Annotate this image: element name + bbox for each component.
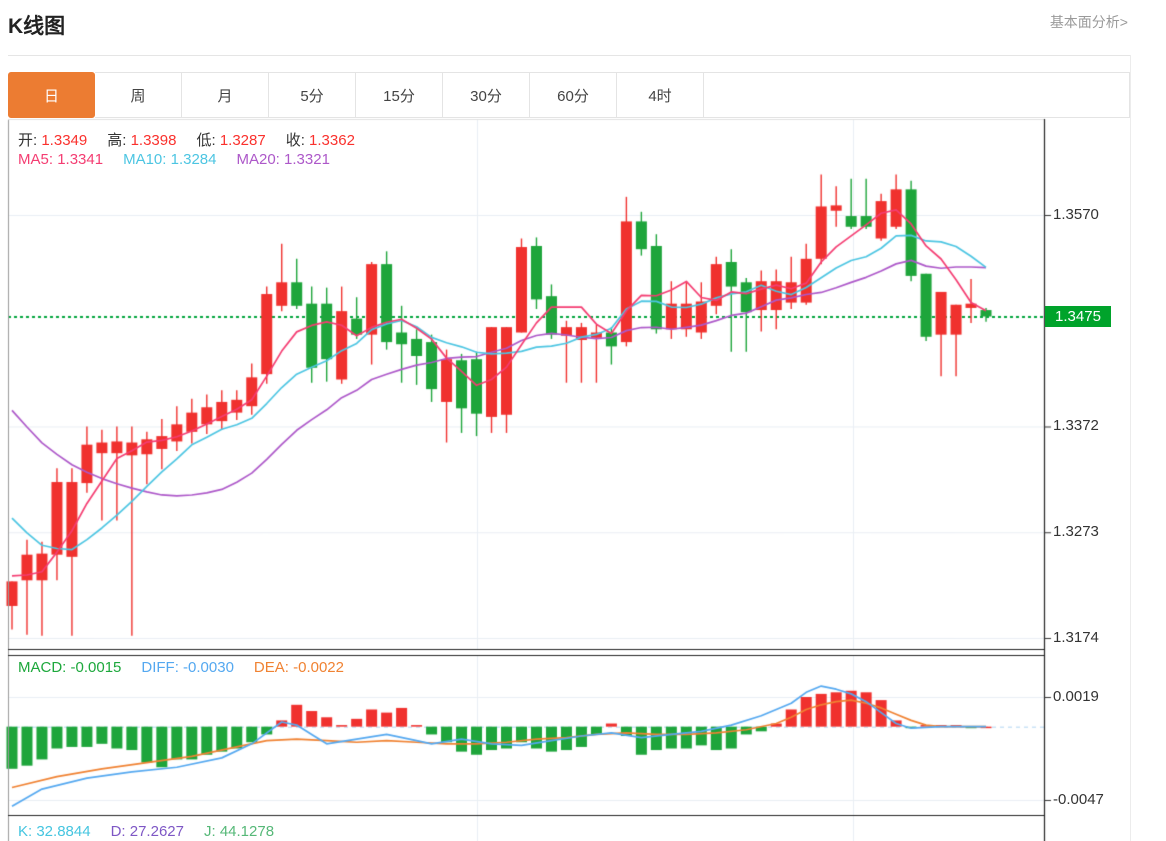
tabbar-filler xyxy=(704,72,1130,118)
tab-4时[interactable]: 4时 xyxy=(617,72,704,118)
macd-tick--0.0047: -0.0047 xyxy=(1053,790,1104,808)
ma-legend: MA5: 1.3341 MA10: 1.3284 MA20: 1.3321 xyxy=(18,151,350,168)
tab-15分[interactable]: 15分 xyxy=(356,72,443,118)
price-tick-1.3372: 1.3372 xyxy=(1053,417,1099,435)
tab-30分[interactable]: 30分 xyxy=(443,72,530,118)
fundamental-analysis-link[interactable]: 基本面分析> xyxy=(1049,14,1128,30)
legend-item: MA20: 1.3321 xyxy=(236,151,330,168)
price-tick-1.3273: 1.3273 xyxy=(1053,523,1099,541)
tab-周[interactable]: 周 xyxy=(95,72,182,118)
legend-item: DIFF: -0.0030 xyxy=(141,659,234,676)
tab-月[interactable]: 月 xyxy=(182,72,269,118)
legend-item: J: 44.1278 xyxy=(203,823,275,840)
tab-5分[interactable]: 5分 xyxy=(269,72,356,118)
legend-item: DEA: -0.0022 xyxy=(253,659,344,676)
page-title: K线图 xyxy=(8,15,66,38)
interval-tabbar: 日周月 5分 15分 30分 60分 4时 xyxy=(8,72,704,118)
legend-item: MACD: -0.0015 xyxy=(18,659,122,676)
legend-item: MA10: 1.3284 xyxy=(123,151,217,168)
legend-item: MA5: 1.3341 xyxy=(18,151,104,168)
kdj-legend: K: 32.8844 D: 27.2627 J: 44.1278 xyxy=(18,823,294,840)
right-column-rule xyxy=(1130,55,1131,841)
legend-item: D: 27.2627 xyxy=(110,823,184,840)
title-divider xyxy=(8,55,1130,56)
tab-60分[interactable]: 60分 xyxy=(530,72,617,118)
macd-legend: MACD: -0.0015 DIFF: -0.0030 DEA: -0.0022 xyxy=(18,659,364,676)
last-price-tag: 1.3475 xyxy=(1045,305,1111,327)
macd-tick-0.0019: 0.0019 xyxy=(1053,688,1099,705)
price-tick-1.3174: 1.3174 xyxy=(1053,628,1099,646)
tab-日[interactable]: 日 xyxy=(8,72,95,118)
legend-item: 收: 1.3362 xyxy=(285,132,355,149)
legend-item: 低: 1.3287 xyxy=(196,132,266,149)
legend-item: 开: 1.3349 xyxy=(18,132,88,149)
legend-item: 高: 1.3398 xyxy=(107,132,177,149)
legend-item: K: 32.8844 xyxy=(18,823,91,840)
ohlc-legend: 开: 1.3349 高: 1.3398 低: 1.3287 收: 1.3362 xyxy=(18,129,375,150)
price-tick-1.3570: 1.3570 xyxy=(1053,206,1099,223)
